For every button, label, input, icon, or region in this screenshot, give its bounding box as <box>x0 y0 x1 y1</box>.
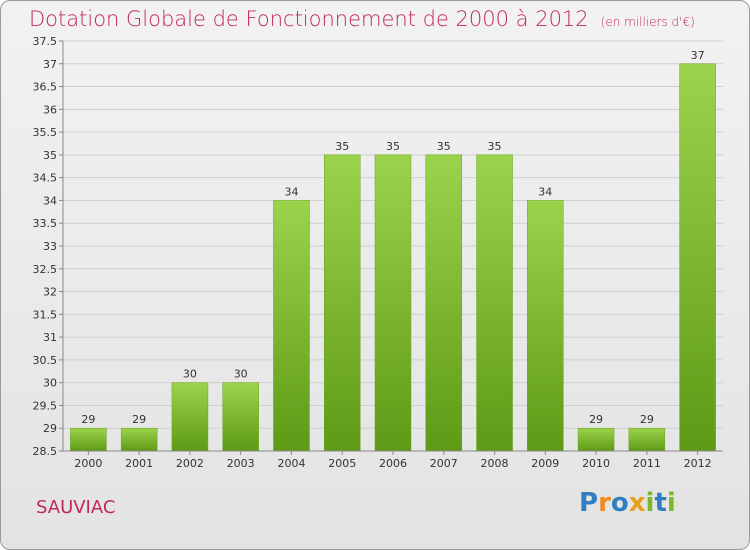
logo-letter: o <box>610 488 629 518</box>
y-tick-label: 33.5 <box>33 217 58 230</box>
data-label-2006: 35 <box>386 140 400 153</box>
x-tick-label-2003: 2003 <box>227 457 255 470</box>
x-tick-label-2012: 2012 <box>684 457 712 470</box>
x-tick-label-2009: 2009 <box>531 457 559 470</box>
y-tick-label: 30 <box>43 377 57 390</box>
data-label-2001: 29 <box>132 413 146 426</box>
y-tick-label: 36.5 <box>33 81 58 94</box>
y-tick-label: 34.5 <box>33 172 58 185</box>
bars: 29 29 30 30 34 35 35 35 35 34 29 29 37 <box>70 49 716 452</box>
bar-2008 <box>476 154 513 452</box>
y-tick-label: 31 <box>43 331 57 344</box>
y-tick-label: 33 <box>43 240 57 253</box>
commune-name: SAUVIAC <box>36 497 116 518</box>
y-tick-label: 32.5 <box>33 263 58 276</box>
bar-2000 <box>70 427 107 452</box>
bar-2004 <box>273 200 310 452</box>
logo-letter: i <box>645 488 655 518</box>
logo-letter: P <box>579 488 599 518</box>
chart-subtitle: (en milliers d'€) <box>600 15 695 29</box>
y-tick-label: 35 <box>43 149 57 162</box>
y-tick-label: 28.5 <box>33 445 58 458</box>
logo-letter: i <box>666 488 676 518</box>
logo-letter: r <box>598 488 611 518</box>
data-label-2007: 35 <box>437 140 451 153</box>
data-label-2012: 37 <box>691 49 705 62</box>
x-tick-label-2002: 2002 <box>176 457 204 470</box>
y-tick-label: 36 <box>43 103 57 116</box>
x-tick-label-2001: 2001 <box>125 457 153 470</box>
y-tick-label: 31.5 <box>33 308 58 321</box>
y-tick-label: 34 <box>43 194 57 207</box>
chart-title: Dotation Globale de Fonctionnement de 20… <box>29 7 695 31</box>
logo-letter: x <box>628 488 646 518</box>
bar-2009 <box>527 200 564 452</box>
data-label-2003: 30 <box>234 368 248 381</box>
y-tick-label: 37.5 <box>33 35 58 48</box>
x-tick-label-2005: 2005 <box>328 457 356 470</box>
bar-2001 <box>120 427 158 452</box>
data-label-2011: 29 <box>640 413 654 426</box>
bar-2002 <box>171 382 209 452</box>
y-tick-label: 29 <box>43 422 57 435</box>
x-tick-label-2007: 2007 <box>430 457 458 470</box>
chart-title-text: Dotation Globale de Fonctionnement de 20… <box>29 7 589 31</box>
data-label-2005: 35 <box>335 140 349 153</box>
y-axis: 28.5 29 29.5 30 30.5 31 31.5 32 32.5 33 33.5 34 34.5… <box>33 35 64 458</box>
data-label-2010: 29 <box>589 413 603 426</box>
x-axis: 2000 2001 2002 2003 2004 2005 2006 2007 2008 2009… <box>63 450 723 470</box>
data-label-2009: 34 <box>538 185 552 198</box>
x-tick-label-2008: 2008 <box>481 457 509 470</box>
y-tick-label: 35.5 <box>33 126 58 139</box>
x-tick-label-2000: 2000 <box>74 457 102 470</box>
proxiti-logo[interactable]: Proxiti <box>579 488 676 518</box>
y-tick-label: 32 <box>43 286 57 299</box>
bar-2006 <box>374 154 412 452</box>
data-label-2002: 30 <box>183 368 197 381</box>
x-tick-label-2010: 2010 <box>582 457 610 470</box>
bar-2011 <box>628 427 666 452</box>
bar-2007 <box>425 154 463 452</box>
bar-2010 <box>577 427 615 452</box>
x-tick-label-2006: 2006 <box>379 457 407 470</box>
y-tick-label: 37 <box>43 58 57 71</box>
bar-2003 <box>222 382 259 452</box>
data-label-2000: 29 <box>81 413 95 426</box>
y-tick-label: 30.5 <box>33 354 58 367</box>
data-label-2008: 35 <box>488 140 502 153</box>
data-label-2004: 34 <box>284 185 298 198</box>
logo-letter: t <box>654 488 667 518</box>
bar-2012 <box>679 63 716 452</box>
x-tick-label-2011: 2011 <box>633 457 661 470</box>
bar-2005 <box>323 154 361 452</box>
y-tick-label: 29.5 <box>33 399 58 412</box>
x-tick-label-2004: 2004 <box>277 457 305 470</box>
